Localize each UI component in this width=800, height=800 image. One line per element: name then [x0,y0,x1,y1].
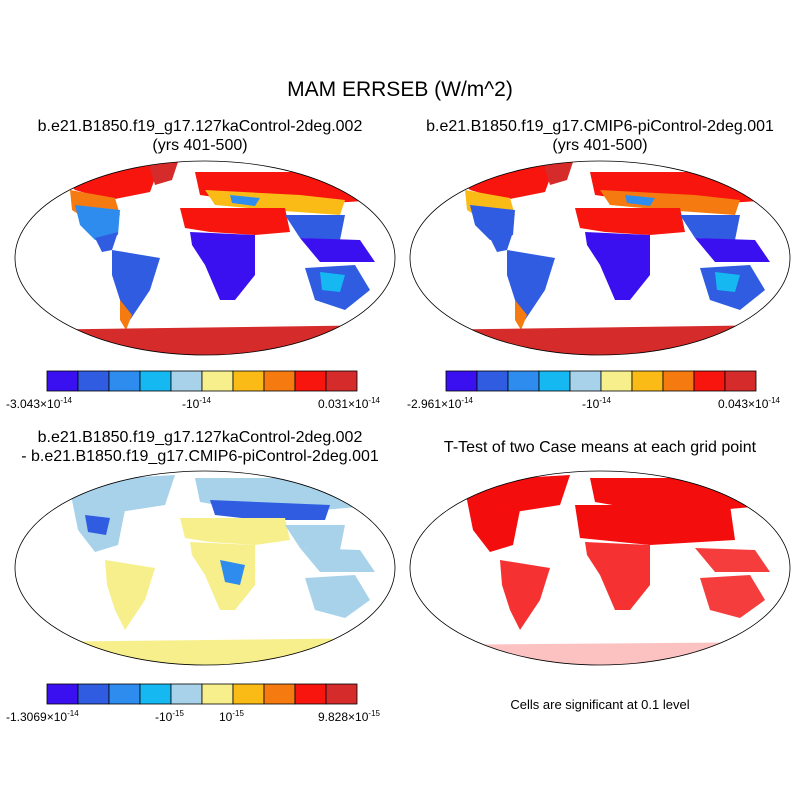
panel-title-line1: b.e21.B1850.f19_g17.127kaControl-2deg.00… [37,118,363,135]
colorbar-top-right [445,370,757,392]
panel-title-line2: - b.e21.B1850.f19_g17.CMIP6-piControl-2d… [21,448,379,465]
region-eurasia-band [210,500,330,520]
colorbar-label-min: -1.3069×10-14 [6,709,79,724]
colorbar-label-mid2: 10-15 [219,709,244,724]
region-eastern-us [85,515,110,535]
region-north-america-south [470,205,515,240]
region-north-america-south [467,500,520,552]
region-andes [120,300,132,330]
region-australia [305,575,370,618]
region-maritime-asia [695,238,770,262]
panel-title-bottom-right: T-Test of two Case means at each grid po… [443,439,757,456]
region-greenland [148,162,178,185]
region-central-america [95,232,118,252]
colorbar-swatch [325,370,358,392]
colorbar-label-mid: -10-14 [582,396,611,411]
colorbar-label-mid1: -10-15 [155,709,184,724]
region-south-america [500,560,550,630]
panel-title-top-right: b.e21.B1850.f19_g17.CMIP6-piControl-2deg… [400,117,800,155]
region-eurasia-south [575,505,735,545]
region-sahara-arabia [575,208,685,235]
colorbar-label-min: -3.043×10-14 [6,396,72,411]
region-australia-interior [320,272,345,292]
region-maritime-asia [695,548,770,572]
panel-title-line1: b.e21.B1850.f19_g17.127kaControl-2deg.00… [37,429,363,446]
region-central-america [490,232,513,252]
colorbar-swatch [325,683,358,705]
region-south-asia [285,215,345,240]
region-europe [625,195,655,206]
panel-title-top-left: b.e21.B1850.f19_g17.127kaControl-2deg.00… [0,117,400,155]
region-greenland [543,162,573,185]
region-africa [190,542,255,610]
region-north-america-south [75,205,120,240]
significance-note: Cells are significant at 0.1 level [510,697,690,712]
colorbar-label-max: 0.043×10-14 [718,396,780,411]
region-south-america [112,250,160,320]
colorbar-label-max: 0.031×10-14 [318,396,380,411]
colorbar-label-max: 9.828×10-15 [318,709,380,724]
region-africa [585,542,650,610]
region-south-asia [680,215,740,240]
region-central-africa [220,560,245,585]
colorbar-bottom-left [46,683,358,705]
region-maritime-asia [300,548,375,572]
region-australia [700,575,765,618]
panel-title-line2: (yrs 401-500) [152,137,248,154]
panel-title-bottom-left: b.e21.B1850.f19_g17.127kaControl-2deg.00… [0,428,400,466]
colorbar-swatch [724,370,757,392]
region-antarctica [410,642,790,665]
colorbar-label-min: -2.961×10-14 [407,396,473,411]
region-africa [585,232,650,300]
region-europe [230,195,260,206]
panel-title-line2: (yrs 401-500) [552,137,648,154]
region-south-asia [285,525,345,550]
region-maritime-asia [300,238,375,262]
region-australia-interior [715,272,740,292]
colorbar-top-left [46,370,358,392]
figure-title: MAM ERRSEB (W/m^2) [287,78,513,101]
region-south-america [507,250,555,320]
region-south-america [105,560,155,630]
region-africa [190,232,255,300]
region-sahara-arabia [180,208,290,235]
colorbar-label-mid: -10-14 [182,396,211,411]
region-andes [515,300,527,330]
panel-title-line1: b.e21.B1850.f19_g17.CMIP6-piControl-2deg… [426,118,774,135]
region-sahara-arabia [180,518,290,545]
